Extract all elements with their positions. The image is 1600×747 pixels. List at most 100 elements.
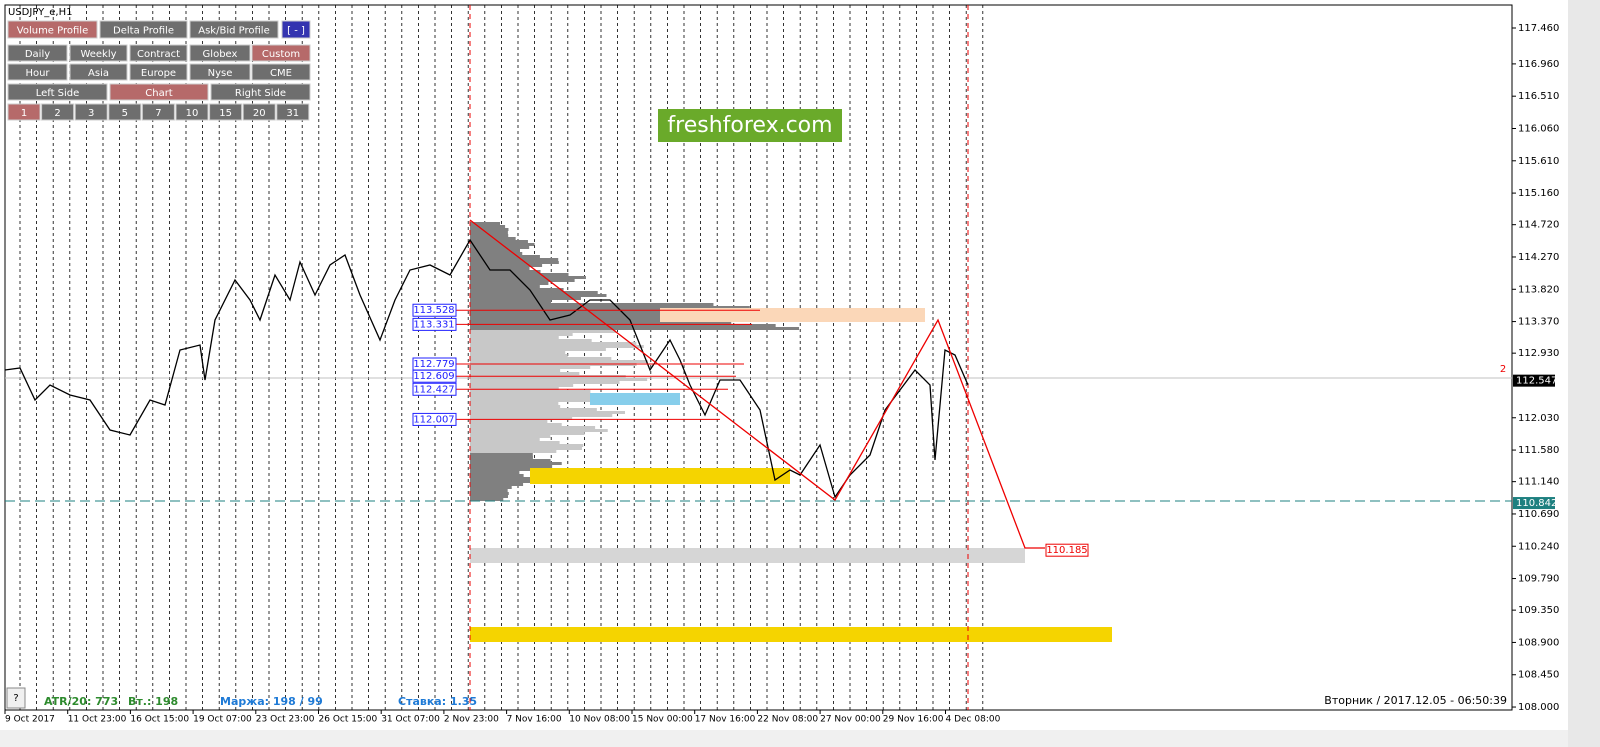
vp-bar <box>470 315 740 318</box>
button-label: 20 <box>253 108 266 119</box>
toolbar-button[interactable] <box>108 103 142 121</box>
zone <box>660 308 925 322</box>
vp-bar <box>470 495 508 498</box>
button-label: Europe <box>141 68 176 79</box>
vp-bar <box>470 231 508 234</box>
level-box <box>412 317 457 331</box>
toolbar-button[interactable] <box>189 44 251 62</box>
toolbar-button[interactable] <box>109 83 209 101</box>
time-label: 22 Nov 08:00 <box>757 715 818 725</box>
toolbar-button[interactable] <box>74 103 108 121</box>
vp-bar <box>470 423 562 426</box>
toolbar-button[interactable] <box>7 63 68 81</box>
toolbar-button[interactable] <box>210 83 311 101</box>
toolbar-button[interactable] <box>129 44 188 62</box>
zone <box>470 548 1025 563</box>
price-label: 111.580 <box>1518 445 1559 456</box>
price-label: 113.820 <box>1518 284 1559 295</box>
vp-bar <box>470 447 582 450</box>
vp-bar <box>470 459 551 462</box>
time-label: 31 Oct 07:00 <box>381 715 440 725</box>
vp-bar <box>470 369 561 372</box>
button-label: 10 <box>186 108 199 119</box>
time-label: 10 Nov 08:00 <box>569 715 630 725</box>
toolbar-button[interactable] <box>7 20 98 39</box>
margin: Маржа: 198 / 99 <box>220 695 323 708</box>
toolbar-button[interactable] <box>242 103 276 121</box>
zone <box>470 627 1112 642</box>
vp-bar <box>470 480 534 483</box>
watermark-bg <box>658 109 842 142</box>
price-label: 114.720 <box>1518 220 1559 231</box>
vp-bar <box>470 492 509 495</box>
price-label: 115.610 <box>1518 156 1559 167</box>
time-label: 26 Oct 15:00 <box>319 715 378 725</box>
toolbar-button[interactable] <box>276 103 310 121</box>
vp-bar <box>470 228 509 231</box>
price-label: 113.370 <box>1518 317 1559 328</box>
toolbar-button[interactable] <box>189 63 251 81</box>
button-label: 7 <box>155 108 161 119</box>
toolbar-button[interactable] <box>141 103 175 121</box>
toolbar-button[interactable] <box>7 44 68 62</box>
toolbar-button[interactable] <box>99 20 188 39</box>
vp-bar <box>470 339 592 342</box>
toolbar-button[interactable] <box>209 103 243 121</box>
vp-bar <box>470 444 584 447</box>
toolbar-button[interactable] <box>69 44 128 62</box>
vp-bar <box>470 474 524 477</box>
vp-bar <box>470 354 568 357</box>
vp-bar <box>470 222 500 225</box>
vp-bar <box>470 333 573 336</box>
level-box <box>412 303 457 317</box>
button-label: 3 <box>88 108 94 119</box>
watermark: freshforex.com <box>667 113 832 138</box>
vp-bar <box>470 486 512 489</box>
price-tag-label: 110.842 <box>1516 498 1557 509</box>
vp-bar <box>470 252 523 255</box>
toolbar-button[interactable] <box>251 44 311 62</box>
vp-bar <box>470 435 551 438</box>
vp-bar <box>470 267 530 270</box>
toolbar-button[interactable] <box>175 103 209 121</box>
button-label: Delta Profile <box>113 26 174 37</box>
side-strip <box>1568 0 1600 747</box>
level-box <box>412 369 457 383</box>
vp-bar <box>470 285 540 288</box>
help-button[interactable] <box>6 687 26 709</box>
toolbar-button[interactable] <box>189 20 279 39</box>
vp-bar <box>470 276 586 279</box>
toolbar-button[interactable] <box>281 20 311 39</box>
toolbar-button[interactable] <box>7 83 108 101</box>
button-label: 2 <box>54 108 60 119</box>
time-label: 17 Nov 16:00 <box>695 715 756 725</box>
button-label: 1 <box>21 108 27 119</box>
vp-bar <box>470 306 750 309</box>
level-label: 113.331 <box>413 319 454 330</box>
time-label: 29 Nov 16:00 <box>883 715 944 725</box>
vp-bar <box>470 399 597 402</box>
toolbar-button[interactable] <box>41 103 75 121</box>
vp-bar <box>470 345 644 348</box>
button-label: Asia <box>88 68 109 79</box>
button-label: Right Side <box>235 88 286 99</box>
vp-bar <box>470 225 506 228</box>
time-label: 11 Oct 23:00 <box>68 715 127 725</box>
button-label: Chart <box>145 88 173 99</box>
time-label: 7 Nov 16:00 <box>507 715 562 725</box>
price-label: 110.690 <box>1518 509 1559 520</box>
price-label: 114.270 <box>1518 252 1559 263</box>
toolbar-button[interactable] <box>7 103 41 121</box>
vp-bar <box>470 327 800 330</box>
toolbar-button[interactable] <box>129 63 188 81</box>
level-label: 113.528 <box>413 305 454 316</box>
toolbar-button[interactable] <box>69 63 128 81</box>
time-label: 2 Nov 23:00 <box>444 715 499 725</box>
vp-bar <box>470 417 573 420</box>
button-label: Volume Profile <box>17 26 88 37</box>
toolbar-button[interactable] <box>251 63 311 81</box>
time-label: 15 Nov 00:00 <box>632 715 693 725</box>
vp-bar <box>470 441 560 444</box>
